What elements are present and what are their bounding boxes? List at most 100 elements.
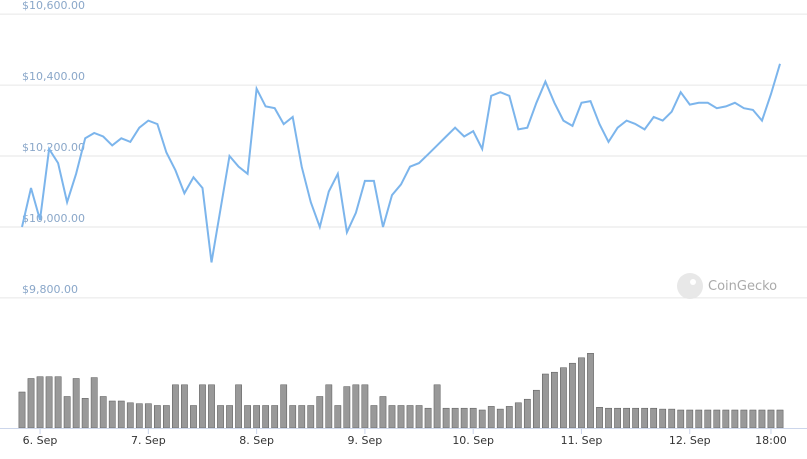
volume-bar — [18, 391, 26, 429]
volume-bar — [596, 407, 603, 429]
x-tick-label: 10. Sep — [452, 434, 494, 447]
volume-bar — [153, 405, 161, 429]
volume-bar — [433, 384, 441, 429]
volume-bar — [713, 409, 721, 429]
volume-bar — [126, 402, 134, 429]
volume-bar — [361, 384, 369, 429]
volume-bar — [72, 378, 80, 429]
x-tick-label: 11. Sep — [561, 434, 603, 447]
volume-bar — [415, 405, 423, 429]
watermark-logo-eye — [690, 279, 696, 285]
volume-bar — [352, 384, 360, 429]
volume-bar — [442, 407, 450, 429]
volume-bar — [451, 407, 459, 429]
volume-bar — [560, 367, 567, 429]
y-tick-label: $10,000.00 — [22, 212, 85, 225]
volume-bar — [397, 405, 405, 429]
plot: $9,800.00 $10,000.00 $10,200.00 $10,400.00 $… — [0, 0, 807, 447]
volume-bar — [190, 405, 197, 429]
x-tick-label: 8. Sep — [239, 434, 274, 447]
volume-bar — [81, 398, 89, 429]
volume-bar — [298, 405, 306, 429]
volume-bar — [505, 406, 513, 429]
volume-bar — [199, 384, 206, 429]
volume-bar — [587, 353, 594, 429]
volume-bar — [650, 407, 658, 429]
volume-bar — [514, 402, 522, 429]
volume-bar — [722, 409, 730, 429]
volume-bar — [740, 409, 748, 429]
y-tick-label: $10,600.00 — [22, 0, 85, 12]
volume-bar — [253, 405, 260, 429]
volume-bar — [632, 407, 639, 429]
volume-bar — [406, 405, 414, 429]
y-tick-label: $10,400.00 — [22, 70, 85, 83]
volume-bar — [99, 396, 107, 429]
volume-bar — [641, 407, 649, 429]
volume-bar — [370, 405, 378, 429]
volume-bar — [117, 400, 125, 429]
price-line — [21, 63, 781, 263]
volume-bar — [659, 408, 667, 429]
volume-bar — [749, 409, 757, 429]
volume-bar — [532, 389, 540, 429]
volume-bar — [578, 357, 585, 429]
volume-bar — [144, 403, 152, 429]
x-tick-label: 7. Sep — [131, 434, 166, 447]
volume-bar — [569, 362, 576, 429]
volume-bar — [217, 405, 224, 429]
volume-bar — [487, 406, 495, 429]
volume-bar — [379, 396, 387, 429]
volume-bar — [244, 405, 251, 429]
volume-bar — [767, 409, 775, 429]
watermark-logo — [677, 273, 703, 299]
volume-bar — [542, 373, 549, 429]
volume-bar — [478, 409, 486, 429]
volume-bar — [108, 400, 116, 429]
volume-bar — [235, 384, 242, 429]
volume-bar — [424, 407, 432, 429]
volume-bar — [469, 407, 477, 429]
volume-bar — [135, 403, 143, 429]
volume-bar — [776, 409, 784, 429]
watermark-text: CoinGecko — [708, 279, 777, 294]
volume-bar — [63, 396, 71, 429]
x-tick-label: 12. Sep — [669, 434, 711, 447]
volume-bar — [181, 384, 188, 429]
volume-bar — [54, 376, 62, 429]
volume-bar — [460, 407, 468, 429]
volume-bar — [163, 405, 170, 429]
volume-bar — [758, 409, 766, 429]
volume-bar — [27, 378, 35, 429]
volume-bar — [271, 405, 279, 429]
volume-bar — [668, 408, 676, 429]
volume-bar — [623, 407, 630, 429]
volume-bar — [551, 371, 558, 429]
volume-bar — [605, 407, 612, 429]
volume-bar — [289, 405, 297, 429]
volume-bar — [280, 384, 288, 429]
x-tick-label: 18:00 — [755, 434, 787, 447]
volume-bar — [208, 384, 215, 429]
volume-bar — [704, 409, 712, 429]
volume-bar — [686, 409, 694, 429]
watermark: CoinGecko — [677, 273, 777, 299]
volume-bar — [523, 398, 531, 429]
volume-bar — [307, 405, 315, 429]
x-tick-label: 9. Sep — [348, 434, 383, 447]
volume-bar — [45, 376, 53, 429]
volume-bar — [334, 405, 342, 429]
volume-bar — [731, 409, 739, 429]
volume-bar — [316, 396, 324, 429]
y-tick-label: $9,800.00 — [22, 283, 78, 296]
volume-bar — [226, 405, 233, 429]
volume-bar — [496, 408, 504, 429]
volume-bar — [90, 377, 98, 429]
volume-bar — [36, 376, 44, 429]
x-tick-label: 6. Sep — [23, 434, 58, 447]
volume-bar — [262, 405, 270, 429]
volume-bar — [388, 405, 396, 429]
volume-bar — [325, 384, 333, 429]
volume-bar — [695, 409, 703, 429]
volume-bar — [677, 409, 685, 429]
